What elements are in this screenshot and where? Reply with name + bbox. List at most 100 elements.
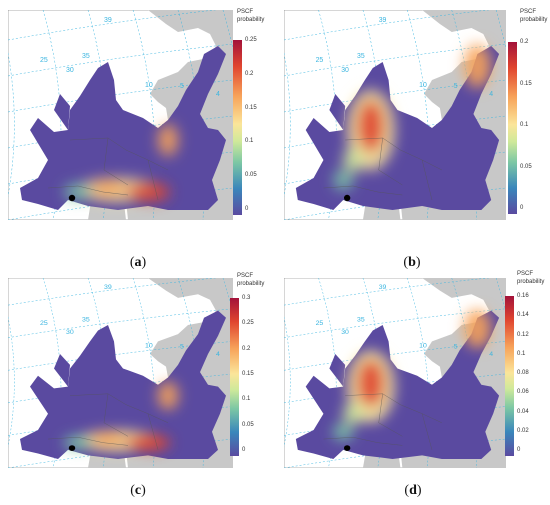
map-b: 3925353015105042520515 bbox=[284, 10, 506, 220]
country-border bbox=[323, 137, 442, 201]
colorbar-tick: 0.1 bbox=[242, 396, 251, 403]
pscf-footprint bbox=[20, 46, 226, 210]
grid-label: 5 bbox=[454, 83, 458, 90]
legend-title-text: PSCF bbox=[517, 271, 534, 277]
colorbar-tick: 0.05 bbox=[520, 163, 532, 170]
grid-label: 5 bbox=[454, 344, 458, 351]
caption-a: (a) bbox=[129, 255, 147, 270]
colorbar-tick: 0.05 bbox=[242, 421, 254, 428]
caption-d: (d) bbox=[404, 483, 422, 498]
pscf-hotspot bbox=[64, 184, 92, 200]
pscf-hotspot bbox=[126, 183, 170, 201]
grid-label: 10 bbox=[145, 82, 153, 89]
colorbar-tick: 0.14 bbox=[517, 312, 529, 319]
map-d: 3925353015105042520515 bbox=[284, 278, 506, 468]
grid-label: 25 bbox=[40, 320, 48, 327]
colorbar-tick: 0.25 bbox=[245, 37, 257, 43]
colorbar-tick: 0.06 bbox=[517, 389, 529, 396]
colorbar-c bbox=[230, 298, 239, 456]
map-c: 3925353015105042520515 bbox=[8, 278, 233, 468]
grid-label: 25 bbox=[40, 57, 48, 64]
grid-label: 35 bbox=[82, 53, 90, 60]
colorbar-tick: 0 bbox=[245, 206, 249, 212]
receptor-site-marker bbox=[343, 445, 351, 451]
colorbar-tick: 0.1 bbox=[520, 122, 529, 128]
colorbar-tick: 0.2 bbox=[242, 345, 251, 352]
colorbar-tick: 0.12 bbox=[517, 331, 529, 338]
pscf-hotspot bbox=[463, 44, 492, 88]
legend-title-d: PSCF probability bbox=[517, 270, 544, 286]
pscf-hotspot bbox=[90, 431, 126, 447]
colorbar-tick: 0.2 bbox=[245, 70, 254, 77]
grid-label: 35 bbox=[357, 317, 365, 324]
colorbar-tick: 0.15 bbox=[242, 371, 254, 377]
pscf-footprint bbox=[20, 310, 226, 459]
grid-label: 4 bbox=[216, 351, 220, 358]
legend-subtitle-text: probability bbox=[237, 17, 265, 23]
colorbar-tick: 0 bbox=[517, 447, 521, 453]
colorbar-tick: 0.05 bbox=[245, 172, 257, 179]
legend-title-c: PSCF probability bbox=[237, 272, 264, 288]
grid-label: 5 bbox=[180, 344, 184, 351]
pscf-hotspot bbox=[126, 434, 170, 451]
pscf-hotspot bbox=[64, 435, 92, 450]
colorbar-b bbox=[508, 42, 517, 214]
caption-b: (b) bbox=[403, 255, 421, 270]
grid-label: 10 bbox=[145, 343, 153, 350]
colorbar-tick: 0.25 bbox=[242, 320, 254, 327]
pscf-footprint bbox=[54, 94, 70, 130]
colorbar-tick: 0.15 bbox=[520, 80, 532, 87]
pscf-hotspot bbox=[333, 422, 354, 441]
country-border bbox=[47, 137, 169, 201]
colorbar-tick: 0.2 bbox=[520, 39, 529, 45]
colorbar-tick: 0.16 bbox=[517, 293, 529, 299]
grid-label: 4 bbox=[489, 91, 493, 98]
colorbar-d bbox=[505, 296, 514, 456]
grid-label: 35 bbox=[82, 317, 90, 324]
pscf-footprint bbox=[329, 354, 346, 387]
grid-label: 39 bbox=[379, 284, 387, 291]
legend-title-text: PSCF bbox=[520, 9, 537, 15]
grid-label: 30 bbox=[66, 329, 74, 336]
legend-title-text: PSCF bbox=[237, 273, 254, 279]
colorbar-tick: 0.04 bbox=[517, 408, 529, 415]
colorbar-tick: 0.15 bbox=[245, 104, 257, 111]
grid-label: 35 bbox=[357, 53, 365, 60]
grid-label: 10 bbox=[419, 82, 427, 89]
receptor-site-marker bbox=[68, 194, 76, 202]
pscf-hotspot bbox=[357, 359, 385, 407]
map-a: 3925353015105042520515 bbox=[8, 10, 233, 220]
pscf-footprint bbox=[54, 354, 70, 387]
grid-label: 25 bbox=[316, 57, 324, 64]
pscf-hotspot bbox=[90, 180, 126, 196]
country-border bbox=[47, 393, 169, 450]
caption-c: (c) bbox=[130, 483, 146, 498]
pscf-hotspot bbox=[357, 100, 385, 152]
pscf-hotspot bbox=[158, 381, 178, 411]
pscf-hotspot bbox=[463, 308, 492, 349]
grid-label: 4 bbox=[489, 351, 493, 358]
colorbar-tick: 0.1 bbox=[517, 350, 526, 357]
grid-label: 39 bbox=[104, 284, 112, 291]
grid-label: 30 bbox=[341, 67, 349, 74]
colorbar-tick: 0 bbox=[242, 447, 246, 453]
grid-label: 25 bbox=[316, 320, 324, 327]
country-border bbox=[323, 393, 442, 450]
grid-label: 4 bbox=[216, 91, 220, 98]
receptor-site-marker bbox=[343, 194, 351, 202]
grid-label: 39 bbox=[379, 17, 387, 24]
pscf-hotspot bbox=[333, 170, 354, 190]
legend-subtitle-text: probability bbox=[520, 17, 548, 23]
colorbar-tick: 0.08 bbox=[517, 370, 529, 376]
grid-label: 30 bbox=[341, 329, 349, 336]
legend-subtitle-text: probability bbox=[237, 281, 265, 287]
pscf-footprint bbox=[329, 94, 346, 130]
pscf-hotspot bbox=[343, 148, 363, 172]
legend-subtitle-text: probability bbox=[517, 279, 545, 285]
colorbar-tick: 0.1 bbox=[245, 138, 254, 145]
grid-label: 39 bbox=[104, 17, 112, 24]
grid-label: 10 bbox=[419, 343, 427, 350]
legend-title-text: PSCF bbox=[237, 9, 254, 15]
colorbar-a bbox=[233, 40, 242, 215]
colorbar-tick: 0.3 bbox=[242, 295, 251, 301]
